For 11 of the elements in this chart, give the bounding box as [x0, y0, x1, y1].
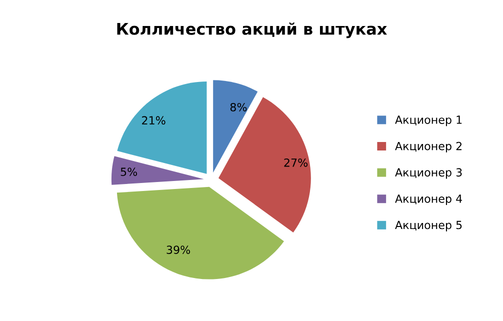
legend-label: Акционер 4	[395, 194, 462, 206]
data-label: 8%	[230, 102, 247, 112]
legend-label: Акционер 2	[395, 142, 462, 152]
data-label: 21%	[142, 116, 166, 125]
legend-label: Акционер 3	[395, 168, 462, 179]
data-label: 27%	[284, 158, 308, 167]
legend-label: Акционер 1	[395, 116, 462, 126]
data-label: 5%	[120, 168, 138, 176]
legend-label: Акционер 5	[395, 220, 462, 232]
chart-title: Колличество акций в штуках	[117, 22, 387, 38]
data-label: 39%	[166, 246, 190, 254]
